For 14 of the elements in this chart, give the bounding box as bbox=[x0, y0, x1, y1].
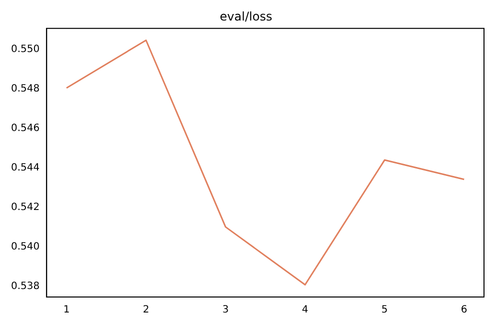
x-tick-label: 3 bbox=[222, 304, 229, 316]
x-tick-label: 1 bbox=[63, 304, 70, 316]
y-tick-label: 0.542 bbox=[10, 202, 40, 213]
x-tick-label: 2 bbox=[142, 304, 150, 316]
y-tick-label: 0.540 bbox=[10, 241, 40, 252]
x-tick-label: 6 bbox=[460, 304, 468, 316]
y-tick-label: 0.538 bbox=[10, 280, 40, 292]
y-tick-label: 0.548 bbox=[10, 84, 40, 95]
y-tick-label: 0.544 bbox=[10, 162, 40, 174]
y-tick-label: 0.546 bbox=[10, 123, 40, 134]
chart-title: eval/loss bbox=[220, 9, 272, 24]
x-tick-label: 5 bbox=[381, 304, 388, 316]
y-tick-label: 0.550 bbox=[10, 44, 40, 56]
x-tick-label: 4 bbox=[302, 304, 308, 316]
